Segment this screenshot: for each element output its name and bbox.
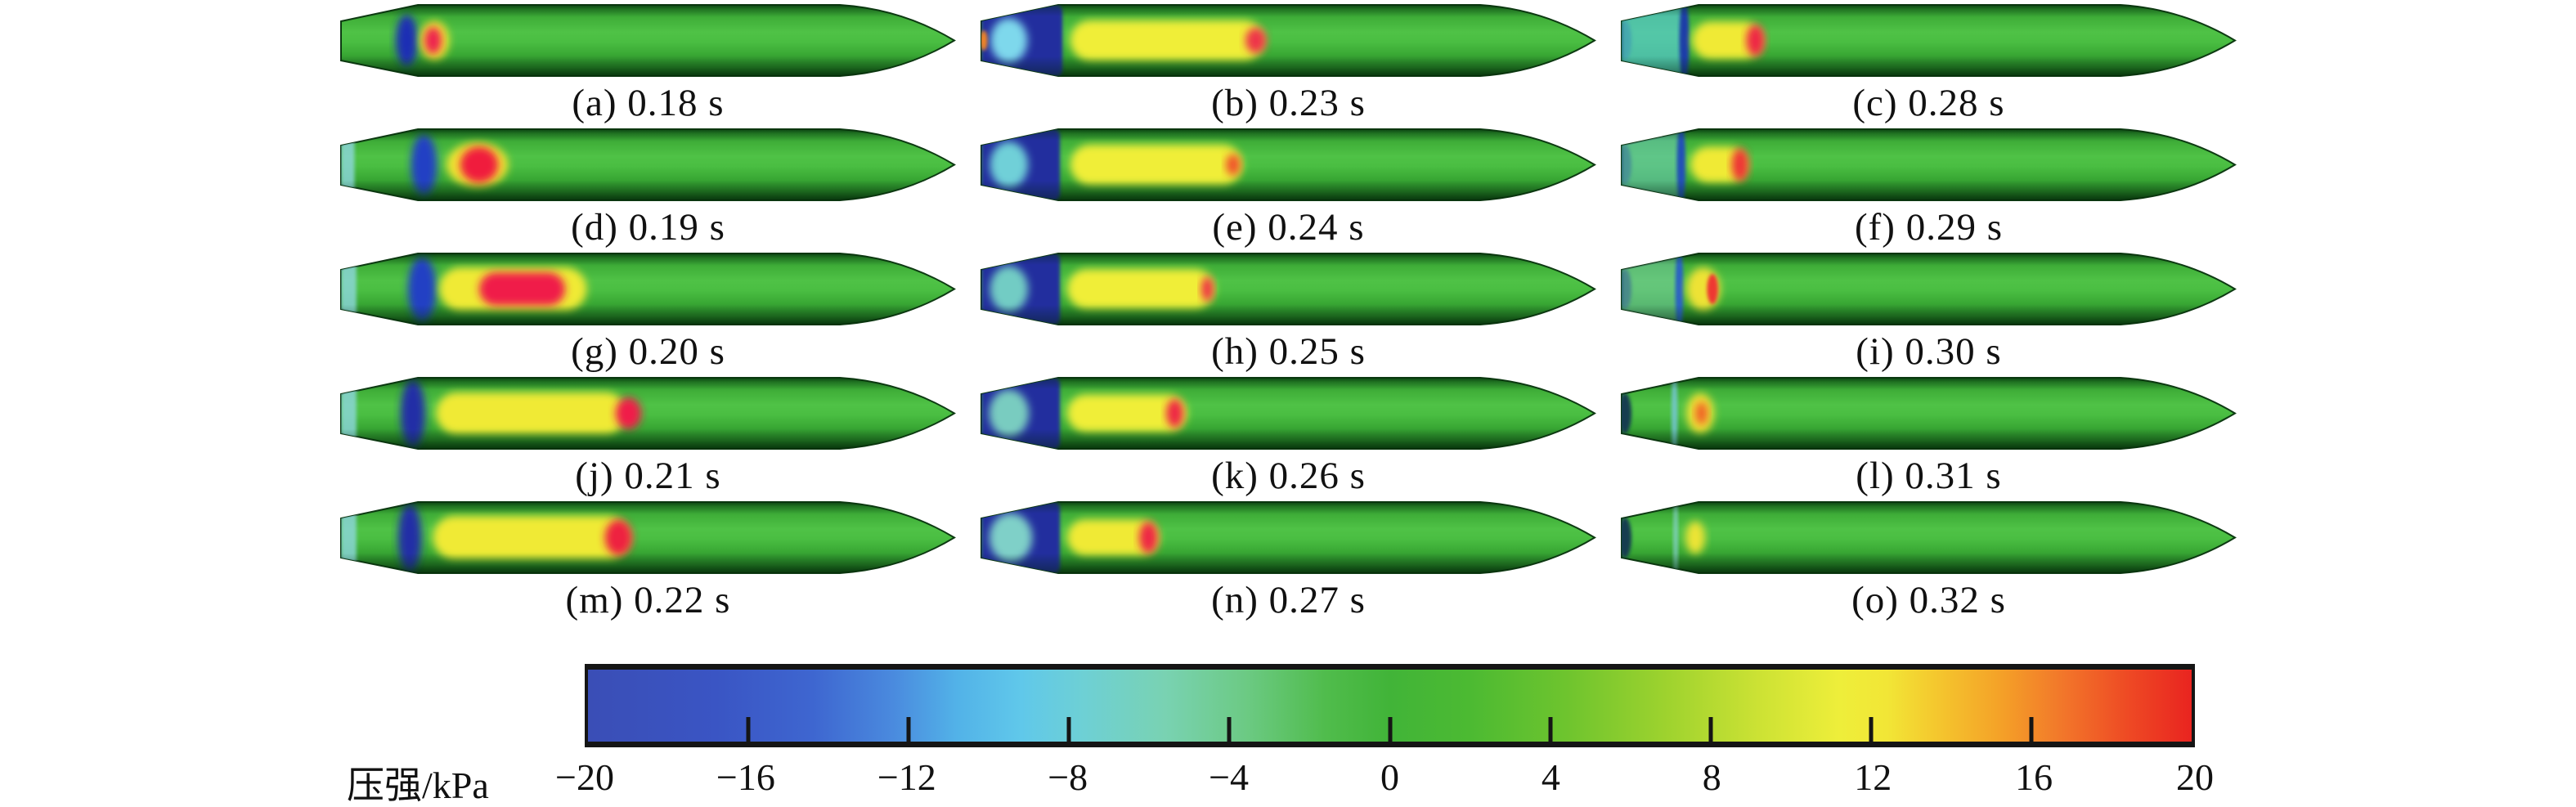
torpedo-contour-f [1621, 128, 2237, 201]
panel-caption-i: (i) 0.30 s [1856, 330, 2002, 373]
colorbar-tick-label: 4 [1541, 756, 1560, 798]
torpedo-contour-o [1621, 501, 2237, 574]
torpedo-contour-d [340, 128, 956, 201]
panel-caption-b: (b) 0.23 s [1211, 81, 1366, 124]
colorbar-title: 压强/kPa [347, 764, 489, 806]
colorbar-tick-mark [1066, 717, 1071, 742]
torpedo-contour-m [340, 501, 956, 574]
panel-caption-a: (a) 0.18 s [572, 81, 725, 124]
panel-caption-h: (h) 0.25 s [1211, 330, 1366, 373]
colorbar-tick-mark [746, 717, 751, 742]
torpedo-contour-h [981, 253, 1596, 325]
colorbar-tick-label: −8 [1048, 756, 1088, 798]
colorbar-tick-mark [1227, 717, 1232, 742]
colorbar-tick-mark [1869, 717, 1874, 742]
panel-caption-c: (c) 0.28 s [1852, 81, 2005, 124]
panel-caption-m: (m) 0.22 s [565, 578, 731, 621]
panel-caption-n: (n) 0.27 s [1211, 578, 1366, 621]
panel-f: (f) 0.29 s [1620, 126, 2237, 250]
panel-i: (i) 0.30 s [1620, 250, 2237, 374]
panel-caption-o: (o) 0.32 s [1851, 578, 2006, 621]
panel-caption-e: (e) 0.24 s [1212, 205, 1365, 249]
colorbar-tick-label: 12 [1854, 756, 1892, 798]
panel-grid: (a) 0.18 s (b) 0.23 s (c) 0.28 s (d) 0.19 s… [339, 2, 2237, 623]
colorbar-tick-mark [1708, 717, 1713, 742]
panel-m: (m) 0.22 s [339, 499, 957, 623]
panel-caption-k: (k) 0.26 s [1211, 454, 1366, 497]
panel-caption-g: (g) 0.20 s [571, 330, 725, 373]
colorbar-tick-label: −20 [555, 756, 614, 798]
panel-k: (k) 0.26 s [980, 374, 1597, 499]
torpedo-contour-g [340, 253, 956, 325]
torpedo-contour-b [981, 4, 1596, 77]
panel-l: (l) 0.31 s [1620, 374, 2237, 499]
torpedo-contour-j [340, 377, 956, 450]
colorbar-tick-label: 16 [2015, 756, 2053, 798]
panel-caption-d: (d) 0.19 s [571, 205, 725, 249]
colorbar-tick-label: 0 [1380, 756, 1399, 798]
colorbar-tick-mark [1388, 717, 1392, 742]
colorbar-tick-labels: −20 −16 −12 −8 −4 0 4 8 12 16 20 [555, 755, 2214, 806]
colorbar-tick-mark [906, 717, 911, 742]
panel-n: (n) 0.27 s [980, 499, 1597, 623]
panel-h: (h) 0.25 s [980, 250, 1597, 374]
colorbar-tick-label: −12 [877, 756, 936, 798]
panel-o: (o) 0.32 s [1620, 499, 2237, 623]
panel-caption-j: (j) 0.21 s [575, 454, 721, 497]
colorbar-tick-label: 8 [1702, 756, 1721, 798]
pressure-colorbar [585, 664, 2195, 747]
panel-caption-f: (f) 0.29 s [1855, 205, 2003, 249]
colorbar-tick-mark [1548, 717, 1553, 742]
torpedo-contour-c [1621, 4, 2237, 77]
torpedo-contour-l [1621, 377, 2237, 450]
panel-g: (g) 0.20 s [339, 250, 957, 374]
panel-b: (b) 0.23 s [980, 2, 1597, 126]
panel-j: (j) 0.21 s [339, 374, 957, 499]
panel-a: (a) 0.18 s [339, 2, 957, 126]
colorbar-tick-label: 20 [2176, 756, 2214, 798]
panel-e: (e) 0.24 s [980, 126, 1597, 250]
torpedo-contour-i [1621, 253, 2237, 325]
torpedo-contour-n [981, 501, 1596, 574]
panel-caption-l: (l) 0.31 s [1856, 454, 2002, 497]
torpedo-contour-a [340, 4, 956, 77]
torpedo-contour-e [981, 128, 1596, 201]
colorbar-tick-label: −16 [716, 756, 775, 798]
panel-d: (d) 0.19 s [339, 126, 957, 250]
panel-c: (c) 0.28 s [1620, 2, 2237, 126]
colorbar-tick-label: −4 [1209, 756, 1250, 798]
torpedo-contour-k [981, 377, 1596, 450]
colorbar-tick-mark [2029, 717, 2034, 742]
